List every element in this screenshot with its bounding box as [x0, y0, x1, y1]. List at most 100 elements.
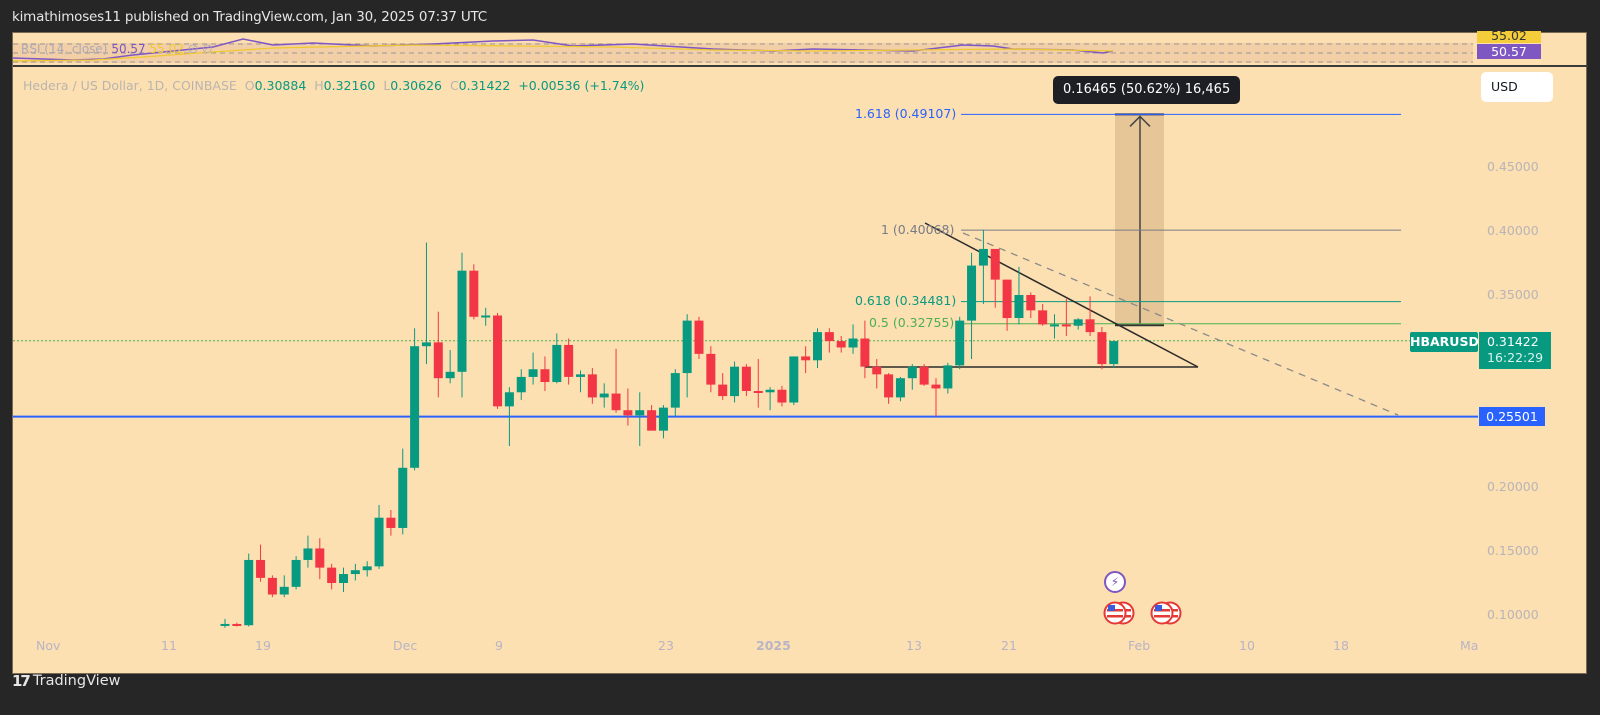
- candle-body: [564, 344, 574, 377]
- candle-body: [990, 248, 1000, 280]
- last-price-value: 0.31422: [1487, 334, 1539, 349]
- chart-frame[interactable]: RSI (14, close) 50.57 55.02 ∅ ∅ 55.02 50…: [12, 31, 1588, 675]
- low-value: 0.30626: [390, 78, 442, 93]
- candle-body: [599, 393, 609, 398]
- lightning-event-icon[interactable]: ⚡: [1104, 571, 1126, 593]
- measure-tooltip: 0.16465 (50.62%) 16,465: [1053, 76, 1241, 104]
- price-tick: 0.20000: [1487, 479, 1539, 494]
- candle-body: [1097, 332, 1107, 365]
- candle-body: [658, 407, 668, 431]
- time-tick: 23: [658, 638, 674, 653]
- candle-body: [931, 384, 941, 389]
- us-flag-event-icon[interactable]: [1103, 601, 1143, 629]
- candle-body: [493, 315, 503, 407]
- candle-body: [647, 410, 657, 431]
- candle-body: [919, 366, 929, 385]
- high-value: 0.32160: [323, 78, 376, 93]
- candle-body: [469, 270, 479, 317]
- candle-body: [623, 410, 633, 416]
- price-tick: 0.40000: [1487, 223, 1539, 238]
- symbol-badge: HBARUSD: [1410, 332, 1479, 352]
- price-tick: 0.45000: [1487, 159, 1539, 174]
- candle-body: [860, 338, 870, 367]
- high-label: H: [314, 78, 324, 93]
- bar-countdown: 16:22:29: [1487, 350, 1544, 365]
- fib-label-0618[interactable]: 0.618 (0.34481): [855, 293, 957, 308]
- candle-body: [1085, 319, 1095, 333]
- candle-body: [220, 623, 230, 626]
- candle-body: [576, 374, 585, 377]
- candle-body: [516, 376, 526, 393]
- rsi-title: RSI (14, close): [21, 42, 108, 56]
- time-tick: Dec: [393, 638, 418, 653]
- symbol-description: Hedera / US Dollar, 1D, COINBASE: [23, 78, 237, 93]
- open-value: 0.30884: [254, 78, 307, 93]
- candle-body: [1073, 319, 1083, 326]
- candle-body: [895, 378, 905, 398]
- candle-body: [1002, 279, 1012, 319]
- candlestick-chart[interactable]: [13, 33, 1588, 675]
- candle-body: [670, 373, 680, 408]
- time-tick: 18: [1333, 638, 1349, 653]
- candle-body: [801, 356, 811, 361]
- fib-label-1618[interactable]: 1.618 (0.49107): [855, 106, 957, 121]
- last-price-badge: 0.31422 16:22:29: [1479, 332, 1551, 369]
- us-flag-icon: [1103, 601, 1135, 625]
- price-tick: 0.15000: [1487, 543, 1539, 558]
- candle-body: [978, 248, 988, 266]
- time-tick: 10: [1239, 638, 1255, 653]
- rsi-legend: RSI (14, close) 50.57 55.02 ∅ ∅: [21, 42, 212, 56]
- change-value: +0.00536 (+1.74%): [518, 78, 645, 93]
- time-tick: 13: [906, 638, 922, 653]
- low-label: L: [383, 78, 391, 93]
- candle-body: [967, 265, 977, 321]
- candle-body: [777, 389, 787, 403]
- candle-body: [362, 566, 372, 571]
- candle-body: [433, 342, 443, 379]
- candle-body: [587, 374, 597, 398]
- rsi-value-badge: 50.57: [1477, 44, 1541, 59]
- rsi-pane[interactable]: RSI (14, close) 50.57 55.02 ∅ ∅ 55.02 50…: [13, 31, 1588, 67]
- candle-body: [350, 570, 360, 575]
- candle-body: [907, 366, 917, 379]
- us-flag-event-icon[interactable]: [1150, 601, 1190, 629]
- rsi-ma-value: 55.02: [149, 42, 184, 56]
- currency-button[interactable]: USD: [1481, 72, 1553, 102]
- candle-body: [481, 315, 491, 318]
- candle-body: [291, 559, 301, 587]
- candle-body: [445, 371, 455, 379]
- candle-body: [1050, 324, 1059, 327]
- candle-body: [1014, 295, 1024, 319]
- candle-body: [824, 332, 834, 342]
- time-tick: 21: [1001, 638, 1017, 653]
- tradingview-brand: TradingView: [32, 673, 121, 689]
- candle-body: [339, 574, 348, 583]
- lightning-glyph: ⚡: [1110, 575, 1120, 589]
- candle-body: [256, 559, 266, 578]
- fib-label-05[interactable]: 0.5 (0.32755): [869, 315, 955, 330]
- rsi-line: [13, 38, 1114, 61]
- rsi-value: 50.57: [111, 42, 146, 56]
- tradingview-logo-icon: 17: [12, 672, 31, 690]
- candle-body: [457, 270, 467, 372]
- measure-arrowhead-icon: [1129, 115, 1151, 127]
- price-tick: 0.10000: [1487, 607, 1539, 622]
- candle-body: [327, 567, 337, 583]
- time-tick: Nov: [36, 638, 61, 653]
- fib-label-1[interactable]: 1 (0.40068): [881, 222, 955, 237]
- candle-body: [789, 356, 799, 403]
- time-tick: 11: [161, 638, 177, 653]
- candle-body: [279, 586, 289, 595]
- candle-body: [232, 623, 242, 626]
- candle-body: [682, 320, 692, 374]
- candle-body: [730, 366, 740, 397]
- candle-body: [528, 369, 538, 377]
- open-label: O: [244, 78, 255, 93]
- candle-body: [1038, 310, 1048, 325]
- candle-body: [552, 344, 562, 383]
- time-tick: 9: [495, 638, 503, 653]
- candle-body: [872, 366, 882, 375]
- candle-body: [943, 365, 953, 389]
- rsi-ma-badge: 55.02: [1477, 31, 1541, 43]
- candle-body: [955, 320, 965, 366]
